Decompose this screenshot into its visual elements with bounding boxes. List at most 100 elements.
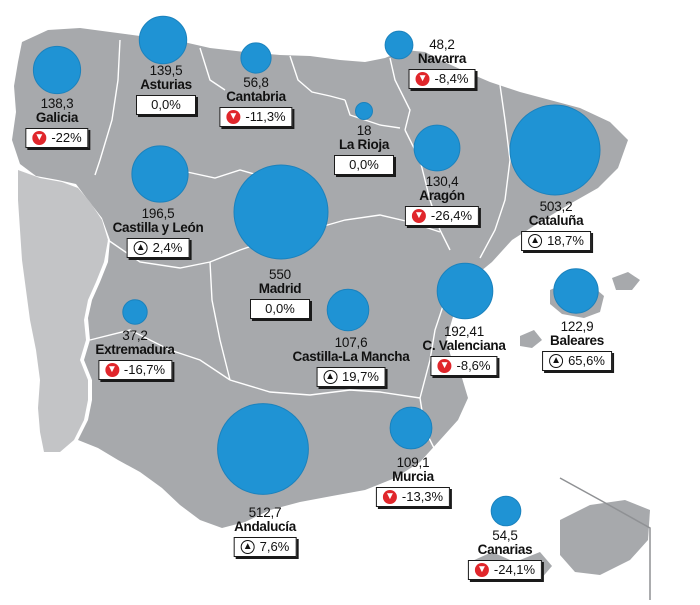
change-badge: ▼ -11,3% <box>219 106 293 127</box>
region-label-cantabria: 56,8 Cantabria ▼ -11,3% <box>219 75 293 127</box>
bubble-murcia <box>389 406 433 450</box>
region-name: Cantabria <box>226 88 286 104</box>
region-label-andalucia: 512,7 Andalucía ▲ 7,6% <box>233 505 297 557</box>
arrow-up-icon: ▲ <box>240 539 255 554</box>
bubble-canarias <box>490 495 522 527</box>
region-value: 107,6 <box>334 335 368 350</box>
region-name: Galicia <box>35 109 79 125</box>
region-value: 48,2 <box>429 37 455 52</box>
change-value: -22% <box>51 129 82 145</box>
change-value: -8,6% <box>456 357 491 373</box>
arrow-down-icon: ▼ <box>415 71 430 86</box>
bubble-andalucia <box>217 403 309 495</box>
region-label-galicia: 138,3 Galicia ▼ -22% <box>25 96 89 148</box>
region-name: Madrid <box>258 280 302 296</box>
arrow-up-icon: ▲ <box>133 240 148 255</box>
change-badge: ▼ -8,6% <box>430 355 498 376</box>
region-value: 18 <box>356 123 372 138</box>
region-name: Navarra <box>417 50 467 66</box>
arrow-up-icon: ▲ <box>549 353 564 368</box>
region-value: 196,5 <box>141 206 175 221</box>
region-name: Canarias <box>477 541 533 557</box>
region-value: 122,9 <box>560 319 594 334</box>
arrow-down-icon: ▼ <box>437 358 452 373</box>
change-badge: 0,0% <box>334 154 394 175</box>
region-name: La Rioja <box>338 136 390 152</box>
region-name: Andalucía <box>234 518 296 534</box>
bubble-cataluna <box>509 104 601 196</box>
region-value: 550 <box>269 267 291 282</box>
region-value: 512,7 <box>248 505 282 520</box>
change-value: -8,4% <box>434 70 469 86</box>
change-value: 18,7% <box>547 232 584 248</box>
bubble-asturias <box>138 15 188 65</box>
change-value: 7,6% <box>259 538 290 554</box>
region-name: C. Valenciana <box>422 337 506 353</box>
ibiza-landmass <box>520 330 542 348</box>
change-badge: ▼ -16,7% <box>97 359 173 380</box>
region-name: Baleares <box>550 332 604 348</box>
change-badge: ▼ -26,4% <box>404 205 480 226</box>
arrow-down-icon: ▼ <box>226 109 241 124</box>
region-label-c-valenciana: 192,41 C. Valenciana ▼ -8,6% <box>422 325 506 376</box>
bubble-extremadura <box>122 299 148 325</box>
arrow-down-icon: ▼ <box>382 489 397 504</box>
region-label-asturias: 139,5 Asturias 0,0% <box>136 64 196 115</box>
bubble-layer <box>32 15 601 527</box>
change-badge: ▲ 7,6% <box>233 536 297 557</box>
bubble-castilla-la-mancha <box>326 288 370 332</box>
region-name: Extremadura <box>95 341 175 357</box>
region-name: Murcia <box>392 468 434 484</box>
change-value: -11,3% <box>245 108 286 124</box>
bubble-la-rioja <box>355 102 373 120</box>
change-badge: ▼ -8,4% <box>408 68 476 89</box>
change-badge: 0,0% <box>250 298 310 319</box>
region-value: 138,3 <box>40 96 74 111</box>
portugal-landmass <box>18 170 108 452</box>
bubble-c-valenciana <box>436 262 494 320</box>
menorca-landmass <box>612 272 640 290</box>
change-value: 0,0% <box>151 96 181 112</box>
bubble-navarra <box>384 30 414 60</box>
region-value: 503,2 <box>539 199 573 214</box>
arrow-down-icon: ▼ <box>104 362 119 377</box>
change-badge: 0,0% <box>136 94 196 115</box>
change-value: -16,7% <box>123 361 166 377</box>
change-badge: ▲ 2,4% <box>126 237 190 258</box>
peninsula-landmass <box>12 28 628 528</box>
arrow-up-icon: ▲ <box>528 233 543 248</box>
change-value: -26,4% <box>430 207 473 223</box>
arrow-down-icon: ▼ <box>411 208 426 223</box>
bubble-galicia <box>32 45 82 95</box>
region-value: 54,5 <box>492 528 518 543</box>
arrow-down-icon: ▼ <box>474 562 489 577</box>
region-label-murcia: 109,1 Murcia ▼ -13,3% <box>375 455 451 507</box>
region-name: Asturias <box>140 76 192 92</box>
change-value: 19,7% <box>342 368 379 384</box>
region-label-baleares: 122,9 Baleares ▲ 65,6% <box>542 320 612 371</box>
region-label-la-rioja: 18 La Rioja 0,0% <box>334 124 394 175</box>
region-label-madrid: 550 Madrid 0,0% <box>250 268 310 319</box>
change-badge: ▼ -13,3% <box>375 486 451 507</box>
change-badge: ▲ 19,7% <box>316 366 386 387</box>
change-value: 65,6% <box>568 352 605 368</box>
region-name: Castilla-La Mancha <box>292 348 410 364</box>
region-name: Aragón <box>419 187 465 203</box>
arrow-up-icon: ▲ <box>323 369 338 384</box>
change-value: -24,1% <box>493 561 536 577</box>
region-label-extremadura: 37,2 Extremadura ▼ -16,7% <box>95 329 175 380</box>
change-badge: ▲ 18,7% <box>521 230 591 251</box>
region-value: 56,8 <box>243 75 269 90</box>
change-badge: ▼ -24,1% <box>467 559 543 580</box>
region-label-castilla-la-mancha: 107,6 Castilla-La Mancha ▲ 19,7% <box>293 336 410 387</box>
region-value: 109,1 <box>396 455 430 470</box>
bubble-madrid <box>233 164 329 260</box>
arrow-down-icon: ▼ <box>32 130 47 145</box>
change-badge: ▲ 65,6% <box>542 350 612 371</box>
region-label-canarias: 54,5 Canarias ▼ -24,1% <box>467 528 543 580</box>
canarias-frame <box>559 477 651 600</box>
region-label-aragon: 130,4 Aragón ▼ -26,4% <box>404 175 480 226</box>
change-value: -13,3% <box>401 488 444 504</box>
